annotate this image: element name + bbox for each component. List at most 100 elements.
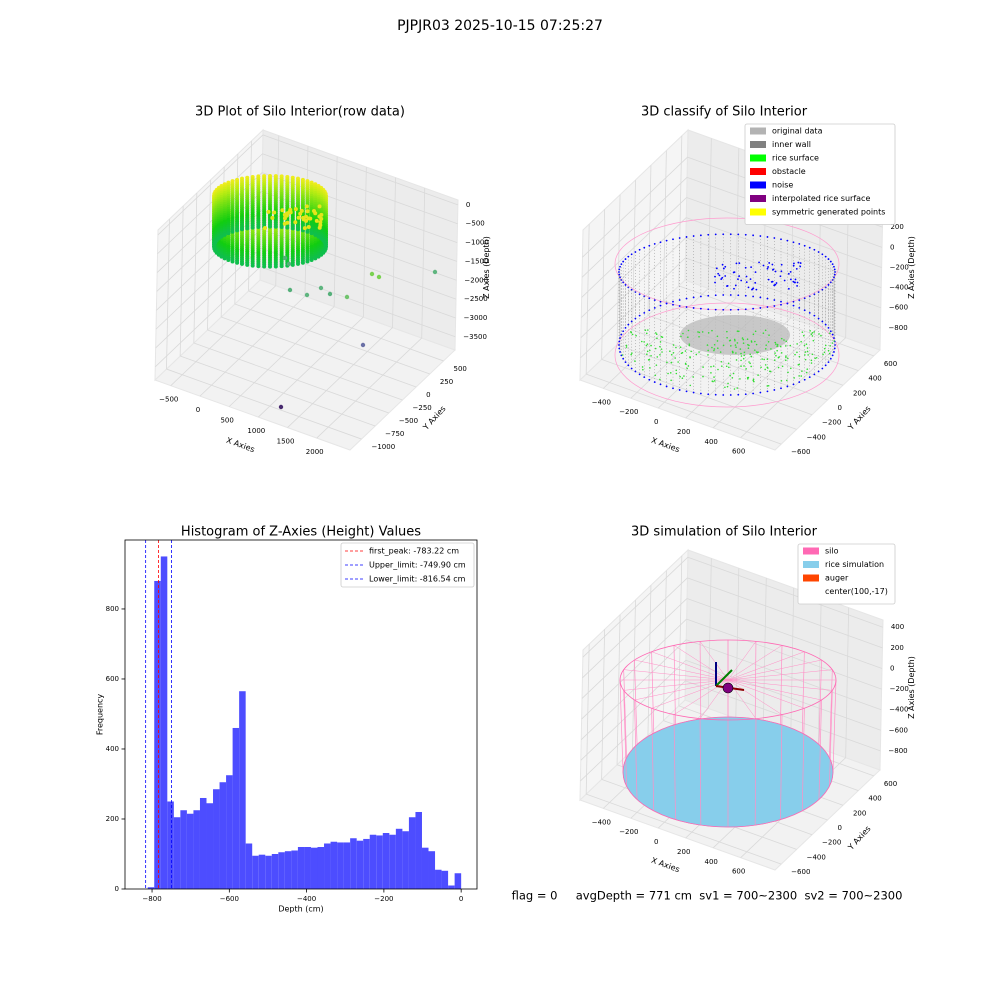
rice-point [716,335,719,338]
grid-line [179,206,184,357]
rice-point [798,375,800,377]
noise-point [794,278,797,281]
noise-point [643,376,646,379]
histogram-bar [337,842,344,889]
noise-point [817,370,820,373]
noise-point [619,265,621,268]
rice-point [659,353,661,356]
rice-point [801,331,804,333]
rice-point [811,335,814,337]
noise-point [692,296,695,299]
rice-point [698,336,700,338]
point [316,254,321,259]
x-tick-label: 0 [459,895,463,903]
x-tick-label: 1500 [277,438,295,446]
silo-wire [727,651,805,681]
noise-point [638,373,641,376]
legend-label: silo [825,547,839,556]
grid-line [632,599,636,751]
point [376,274,382,280]
rice-point [730,345,732,347]
rice-point [733,338,736,341]
z-tick-label: 200 [890,644,903,652]
silo-wire [754,641,757,719]
noise-point [817,291,820,293]
y-tick-label: 0 [838,824,842,832]
noise-point [780,303,782,306]
histogram-bar [454,873,462,889]
rice-point [806,368,809,370]
rice-point [767,384,770,387]
point [304,204,309,209]
chart-title: 3D simulation of Silo Interior [631,525,818,540]
rice-point [724,386,726,389]
rice-point [746,378,749,380]
noise-point [733,287,735,290]
silo-wire [801,708,805,811]
histogram-bar [395,828,403,889]
grid-line [157,153,263,255]
rice-point [688,343,691,345]
grid-line [154,266,261,368]
silo-wire [614,217,840,311]
histogram-bar [239,691,246,889]
grid-line [678,135,683,286]
histogram-bar [356,840,364,889]
rice-point [692,376,694,378]
rice-point [659,378,661,381]
z-tick-label: −3500 [463,333,487,341]
rice-point [767,340,770,343]
rice-point [739,378,741,380]
noise-point [659,383,662,386]
grid-line [221,316,417,388]
noise-point [692,391,695,394]
rice-point [695,353,698,356]
silo-wire [673,645,729,681]
y-tick-label: −600 [791,448,810,456]
rice-point [779,345,782,348]
grid-line [581,197,687,298]
x-tick-label: 600 [732,448,745,456]
noise-point [627,323,630,326]
point [318,220,323,225]
z-tick-label: −1500 [465,257,489,265]
noise-point [634,370,637,373]
noise-point [766,267,769,270]
rice-point [649,367,651,369]
noise-point [833,268,836,271]
noise-point [737,308,740,311]
rice-point [764,368,766,371]
rice-point [820,334,822,337]
grid-line [817,597,822,748]
silo-wire [619,679,624,773]
rice-point [803,344,806,347]
histogram-bar [421,847,429,889]
x-tick-label: 0 [654,418,658,426]
rice-point [749,362,751,365]
noise-point [799,262,802,264]
noise-point [744,233,747,236]
z-axis-label: Z Axies (Depth) [907,656,916,719]
z-tick-label: −400 [889,706,908,714]
chart-title: Histogram of Z-Axies (Height) Values [181,525,421,540]
point [250,263,255,268]
noise-point [714,393,717,396]
rice-point [675,369,678,372]
grid-line [790,587,795,738]
histogram-bar [219,782,227,889]
point [317,225,322,230]
rice-point [656,356,659,358]
grid-line [735,148,740,299]
rice-point [764,364,767,366]
noise-point [692,235,695,237]
silo-wire [673,714,676,820]
rice-point [766,385,769,387]
rice-point [647,329,649,331]
z-tick-label: −1000 [465,239,489,247]
grid-line [685,680,881,752]
histogram-bar [167,801,174,889]
noise-point [722,294,725,296]
noise-point [627,255,630,258]
noise-point [803,244,806,247]
point [318,285,324,291]
